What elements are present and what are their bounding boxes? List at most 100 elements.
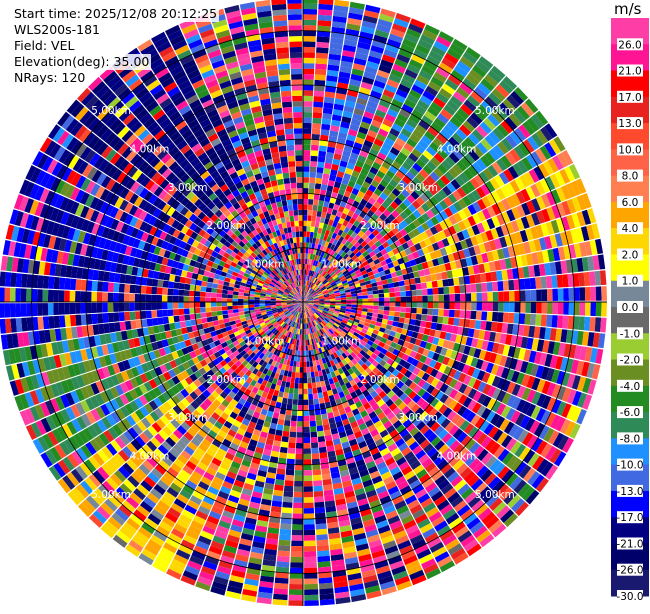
ray-gate (455, 302, 461, 310)
ray-gate (238, 305, 244, 308)
ray-gate (315, 64, 327, 70)
ray-gate (444, 302, 450, 309)
ray-gate (298, 351, 301, 357)
ray-gate (454, 310, 460, 318)
ray-gate (318, 20, 332, 26)
ray-gate (288, 442, 295, 448)
ray-gate (303, 79, 314, 85)
ray-gate (282, 398, 288, 404)
ray-gate (416, 283, 422, 289)
ray-gate (276, 561, 289, 567)
ray-gate (315, 222, 320, 228)
ray-gate (455, 294, 461, 302)
ray-gate (317, 431, 324, 437)
ray-gate (37, 317, 44, 330)
ray-gate (304, 579, 318, 585)
ray-gate (382, 319, 388, 324)
ray-gate (443, 287, 449, 294)
ray-gate (504, 302, 510, 312)
ray-gate (319, 447, 327, 453)
ray-gate (303, 405, 308, 411)
ray-gate (422, 302, 428, 308)
ray-gate (509, 291, 515, 301)
ray-gate (392, 277, 398, 283)
ray-gate (303, 145, 311, 151)
ray-gate (283, 425, 290, 431)
ray-gate (75, 315, 81, 326)
ray-gate (304, 557, 317, 563)
ray-gate (307, 372, 311, 378)
ray-gate (243, 305, 249, 308)
ray-gate (292, 524, 303, 530)
ray-gate (535, 314, 541, 326)
ray-gate (303, 63, 315, 69)
ray-gate (601, 302, 607, 317)
ray-gate (304, 443, 311, 449)
ray-gate (316, 178, 323, 184)
ray-gate (303, 107, 312, 113)
ray-gate (315, 415, 321, 421)
ray-gate (346, 304, 352, 307)
ray-gate (275, 578, 289, 584)
ray-gate (406, 291, 412, 297)
ray-gate (304, 535, 316, 541)
ray-gate (362, 305, 368, 308)
ray-gate (298, 345, 301, 351)
ray-gate (477, 293, 483, 302)
ray-gate (290, 568, 303, 574)
ray-gate (415, 320, 421, 327)
ray-gate (294, 492, 303, 498)
ray-gate (316, 216, 321, 222)
ray-gate (97, 313, 103, 323)
ray-gate (206, 312, 212, 317)
ray-gate (520, 290, 526, 301)
ray-gate (317, 36, 330, 42)
ray-gate (304, 448, 311, 454)
ray-gate (306, 248, 309, 254)
ray-gate (287, 453, 295, 459)
ray-gate (311, 139, 319, 145)
ray-gate (557, 275, 564, 288)
ray-gate (432, 316, 438, 323)
ray-gate (312, 382, 317, 388)
ray-gate (449, 286, 455, 294)
ray-gate (482, 302, 488, 311)
ray-gate (601, 286, 607, 301)
ray-gate (273, 599, 288, 606)
ray-gate (393, 282, 399, 288)
ray-gate (318, 15, 332, 21)
ray-gate (357, 299, 363, 302)
ray-gate (287, 399, 293, 405)
ray-gate (304, 503, 314, 509)
ray-gate (453, 318, 459, 326)
ray-gate (304, 595, 318, 601)
ray-gate (305, 259, 307, 265)
ray-gate (304, 481, 313, 487)
ray-gate (383, 288, 389, 293)
ray-gate (293, 514, 304, 520)
ray-gate (200, 308, 206, 313)
ray-gate (303, 74, 314, 80)
ray-gate (303, 367, 306, 373)
ray-gate (306, 237, 309, 243)
ray-gate (303, 117, 312, 123)
ray-gate (442, 279, 448, 287)
ray-gate (400, 291, 406, 296)
ray-gate (282, 436, 289, 442)
ray-gate (303, 356, 306, 362)
ray-gate (254, 302, 260, 304)
ray-gate (238, 302, 244, 305)
ray-gate (311, 377, 315, 383)
ray-gate (292, 530, 303, 536)
ray-gate (303, 9, 317, 15)
ray-gate (303, 155, 310, 161)
ray-gate (227, 306, 233, 310)
ray-gate (307, 367, 311, 373)
ray-gate (289, 437, 296, 443)
ray-gate (309, 356, 312, 362)
ray-gate (531, 302, 537, 313)
ray-gate (476, 311, 482, 320)
ray-gate (292, 405, 298, 411)
ray-gate (304, 508, 314, 514)
ray-gate (541, 277, 547, 289)
